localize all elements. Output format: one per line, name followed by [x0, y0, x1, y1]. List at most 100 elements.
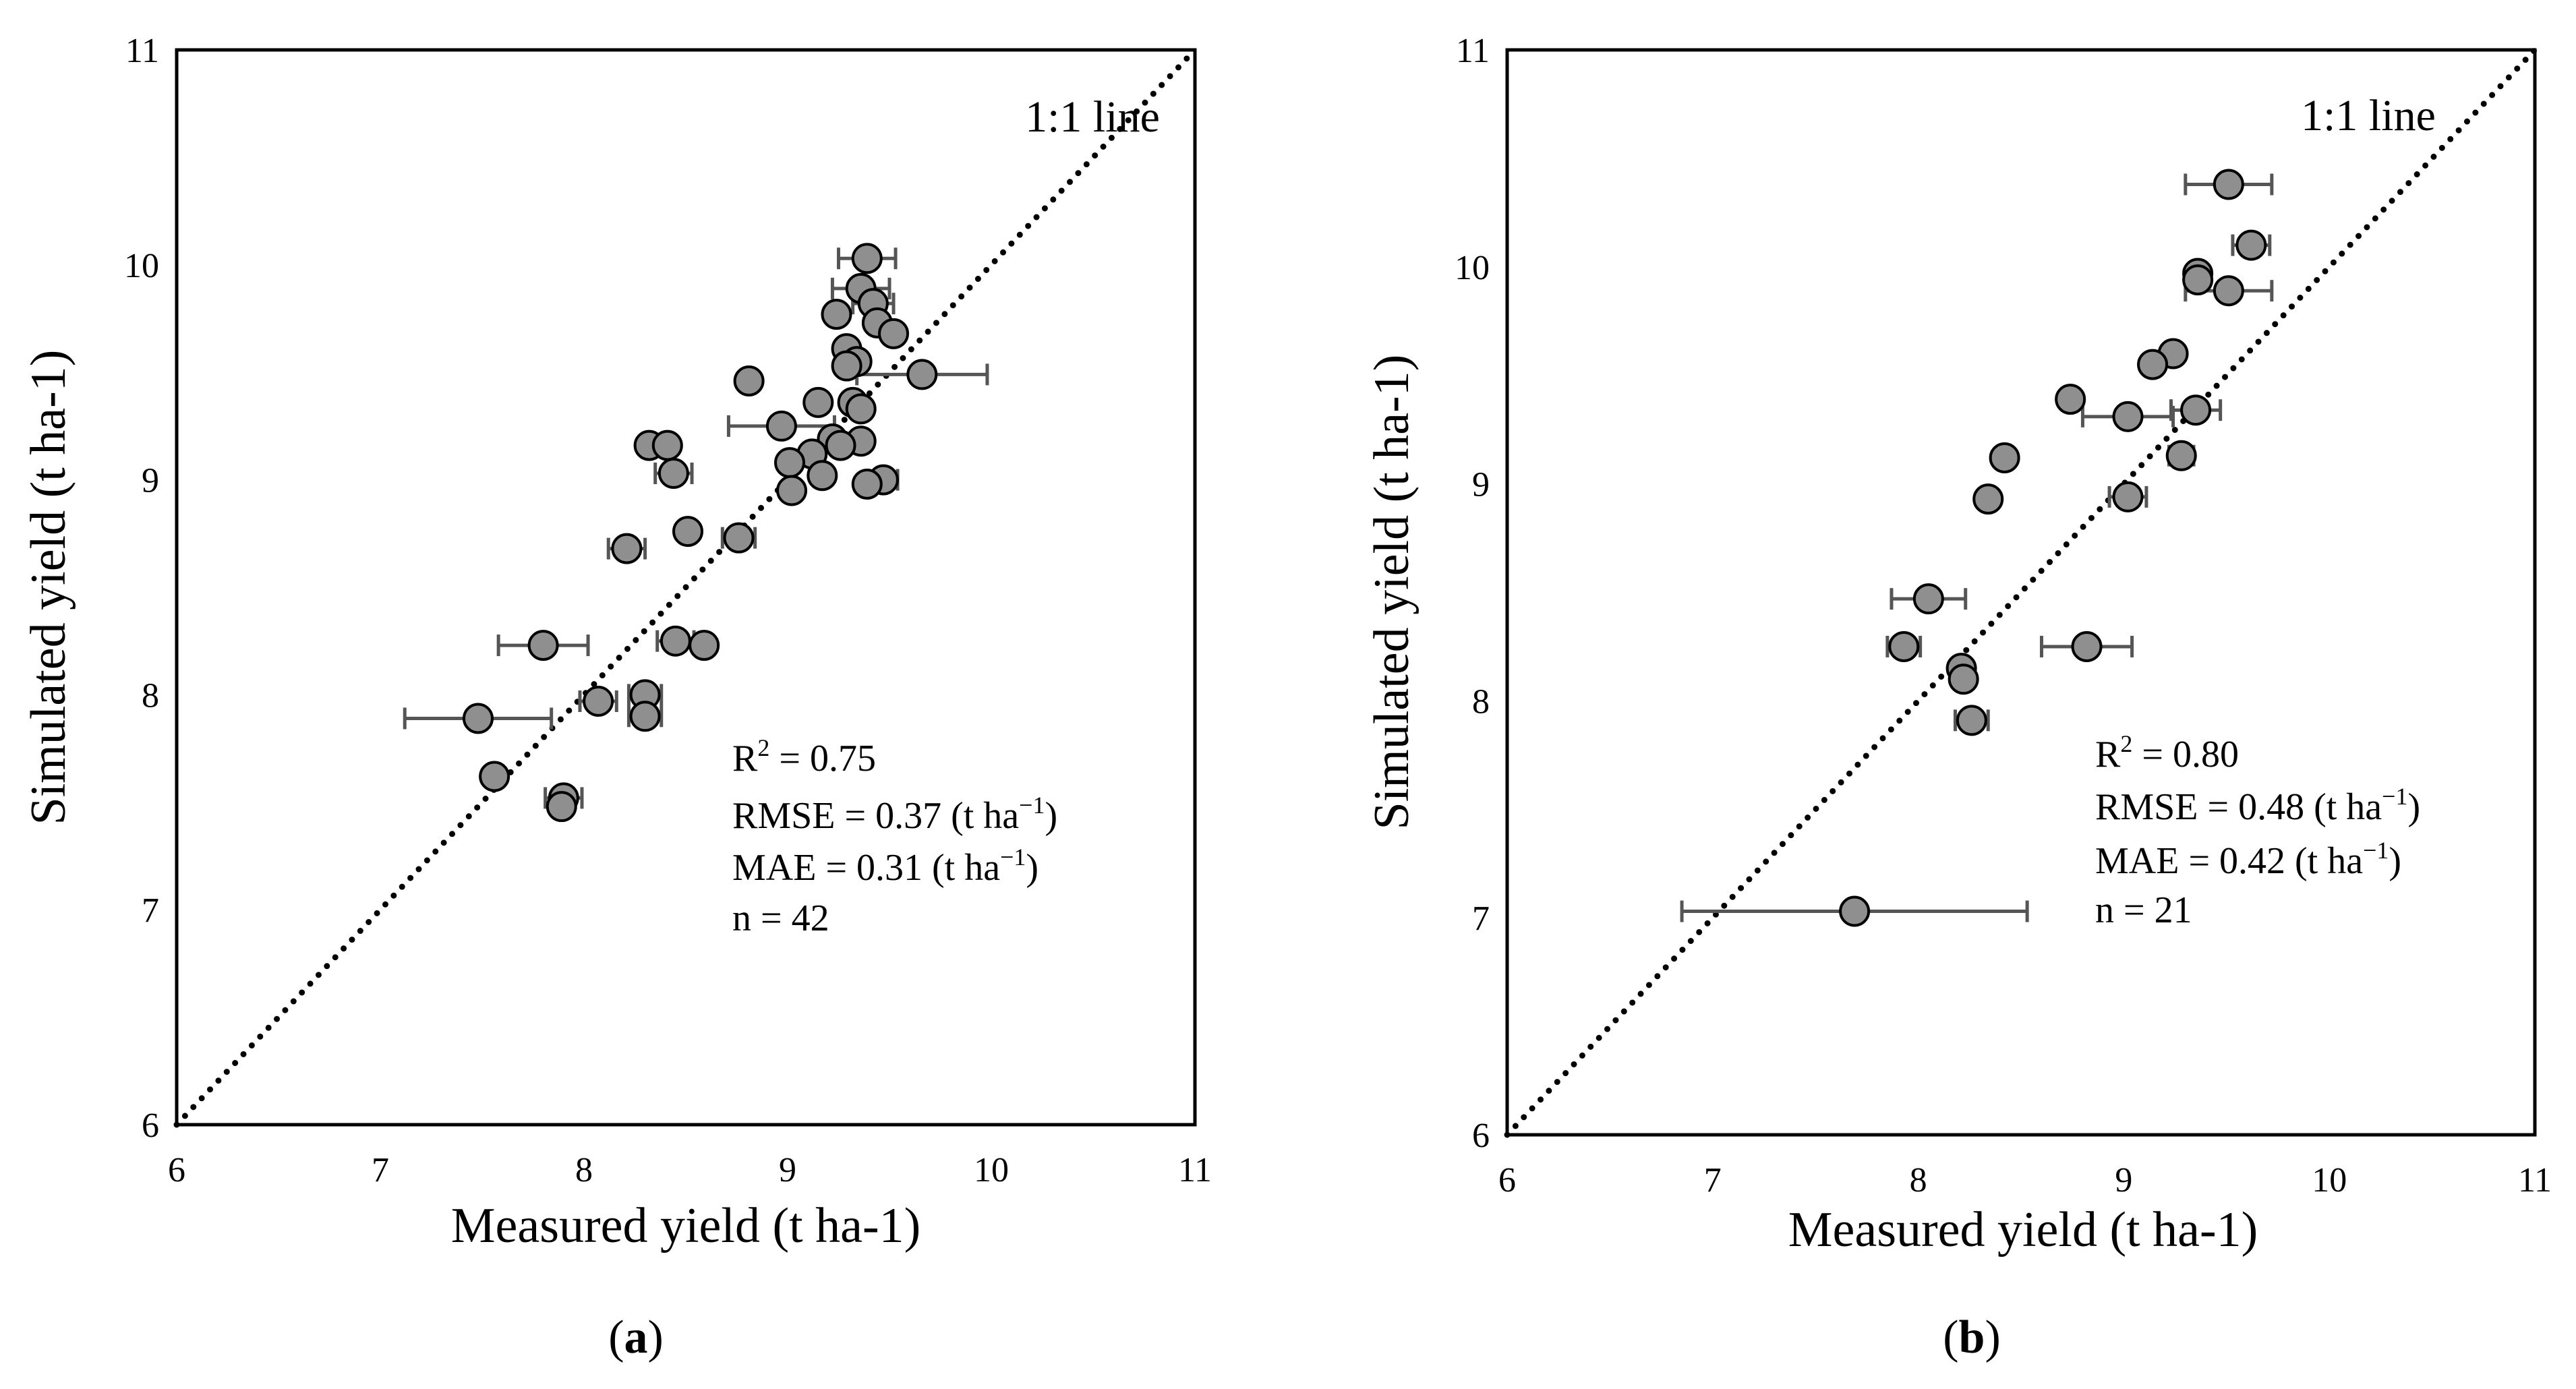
data-point [657, 458, 689, 490]
data-point [733, 365, 765, 396]
x-tick-label: 6 [1498, 1161, 1516, 1200]
panel-a-one-to-one-label: 1:1 line [1025, 92, 1160, 142]
x-tick-label: 11 [2518, 1161, 2552, 1200]
data-point [2112, 481, 2144, 512]
data-point [765, 410, 797, 442]
panel-a-mae: MAE = 0.31 (t ha−1) [732, 844, 1038, 889]
panel-a-rmse: RMSE = 0.37 (t ha−1) [732, 792, 1057, 837]
data-point [723, 522, 755, 554]
panel-b-r2: R2 = 0.80 [2095, 730, 2239, 775]
x-tick-label: 7 [1704, 1161, 1722, 1200]
panel-a-y-tick-labels: 6 7 8 9 10 11 [124, 32, 159, 1145]
data-point [2182, 264, 2214, 296]
panel-b-data-points [1839, 169, 2267, 927]
data-point [1912, 583, 1944, 615]
x-tick-label: 10 [2312, 1161, 2347, 1200]
panel-b-one-to-one-label: 1:1 line [2301, 91, 2436, 140]
panel-b-mae: MAE = 0.42 (t ha−1) [2095, 837, 2401, 882]
data-point [479, 761, 510, 792]
data-point [776, 475, 808, 506]
panel-b-x-axis-label: Measured yield (t ha-1) [1788, 1202, 2258, 1258]
panel-a-x-tick-labels: 6 7 8 9 10 11 [168, 1151, 1212, 1189]
panel-a-data-points [462, 243, 938, 823]
panel-a-r2: R2 = 0.75 [732, 734, 876, 779]
panel-b-y-tick-labels: 6 7 8 9 10 11 [1455, 32, 1490, 1155]
data-point [2235, 229, 2267, 261]
panel-b-one-to-one-dotted-line [1504, 47, 2538, 1138]
y-tick-label: 7 [1472, 899, 1490, 938]
data-point [546, 791, 577, 823]
data-point [2112, 401, 2144, 432]
panel-b-plot-frame [1505, 48, 2537, 1137]
x-tick-label: 8 [1910, 1161, 1927, 1200]
y-tick-label: 6 [1472, 1117, 1490, 1155]
panel-a-y-axis-label: Simulated yield (t ha-1) [21, 350, 76, 825]
panel-b-y-axis-label: Simulated yield (t ha-1) [1364, 355, 1419, 830]
panel-a-chart: 6 7 8 9 10 11 6 7 8 9 10 11 1:1 line R2 = 0.75 RMS… [21, 32, 1212, 1363]
y-tick-label: 10 [1455, 249, 1490, 287]
data-point [1972, 483, 2004, 515]
data-point [825, 430, 856, 461]
data-point [2213, 169, 2244, 200]
y-tick-label: 8 [142, 676, 159, 715]
data-point [851, 468, 883, 500]
data-point [2165, 440, 2197, 471]
data-point [851, 243, 883, 274]
data-point [611, 533, 643, 564]
y-tick-label: 8 [1472, 682, 1490, 721]
panel-b-label: (b) [1943, 1311, 2001, 1363]
data-point [774, 447, 806, 479]
panel-b-x-tick-labels: 6 7 8 9 10 11 [1498, 1161, 2552, 1200]
x-tick-label: 9 [779, 1151, 796, 1189]
panel-b-chart: 6 7 8 9 10 11 6 7 8 9 10 11 1:1 line R2 = 0.80 RMS… [1364, 32, 2552, 1363]
data-point [583, 685, 614, 717]
data-point [2055, 384, 2086, 415]
panel-b-n: n = 21 [2095, 889, 2192, 931]
x-tick-label: 10 [974, 1151, 1009, 1189]
panel-b-stats-box: R2 = 0.80 RMSE = 0.48 (t ha−1) MAE = 0.4… [2095, 730, 2420, 931]
panel-b-rmse: RMSE = 0.48 (t ha−1) [2095, 783, 2420, 828]
data-point [672, 516, 704, 548]
x-tick-label: 6 [168, 1151, 185, 1189]
y-tick-label: 11 [1456, 32, 1490, 70]
panel-b-one-to-one-line [1504, 47, 2538, 1138]
panel-a-plot-frame [175, 48, 1197, 1127]
data-point [802, 386, 834, 418]
y-tick-label: 6 [142, 1106, 159, 1145]
panel-a-one-to-one-dotted-line [173, 47, 1198, 1128]
data-point [2137, 349, 2169, 380]
y-tick-label: 9 [142, 462, 159, 500]
x-tick-label: 11 [1178, 1151, 1212, 1189]
data-point [1948, 663, 1979, 695]
panel-a-stats-box: R2 = 0.75 RMSE = 0.37 (t ha−1) MAE = 0.3… [732, 734, 1057, 939]
panel-a-one-to-one-line [173, 47, 1198, 1128]
x-tick-label: 7 [372, 1151, 389, 1189]
data-point [807, 460, 838, 492]
panel-a-label: (a) [608, 1311, 664, 1363]
data-point [660, 625, 691, 657]
data-point [1888, 630, 1920, 662]
data-point [831, 350, 862, 382]
data-point [1956, 705, 1987, 736]
y-tick-label: 10 [124, 247, 159, 285]
data-point [821, 299, 852, 330]
data-point [689, 630, 720, 661]
y-tick-label: 11 [125, 32, 159, 70]
y-tick-label: 7 [142, 891, 159, 930]
data-point [878, 318, 910, 349]
data-point [2213, 275, 2244, 307]
data-point [2071, 630, 2103, 662]
data-point [2180, 394, 2212, 426]
panel-a-n: n = 42 [732, 897, 829, 939]
panel-a-x-axis-label: Measured yield (t ha-1) [451, 1198, 921, 1253]
data-point [462, 703, 494, 734]
data-point [1989, 442, 2020, 473]
data-point [527, 630, 559, 661]
data-point [1839, 895, 1871, 927]
data-point [629, 701, 661, 732]
data-point [906, 359, 938, 390]
y-tick-label: 9 [1472, 466, 1490, 504]
x-tick-label: 9 [2115, 1161, 2132, 1200]
x-tick-label: 8 [575, 1151, 593, 1189]
